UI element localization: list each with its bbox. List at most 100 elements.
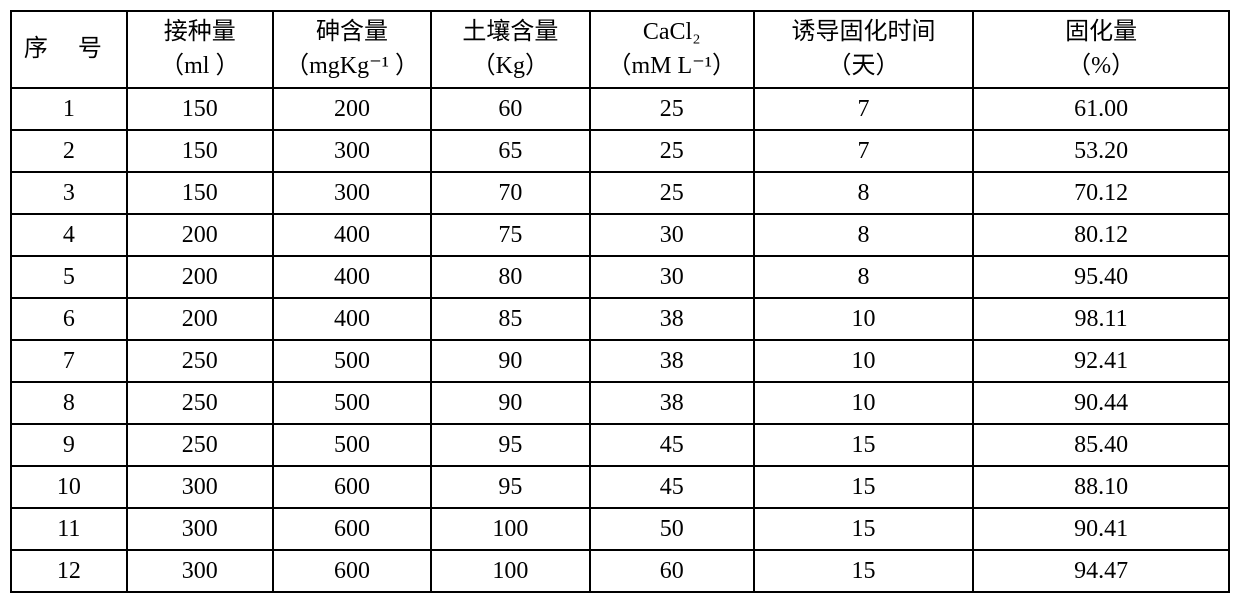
table-cell: 75	[431, 214, 589, 256]
table-cell: 400	[273, 298, 431, 340]
table-cell: 7	[754, 130, 973, 172]
table-cell: 53.20	[973, 130, 1229, 172]
table-row: 21503006525753.20	[11, 130, 1229, 172]
col-header-soil-unit: （Kg）	[434, 50, 586, 84]
table-cell: 12	[11, 550, 127, 592]
table-cell: 80.12	[973, 214, 1229, 256]
table-header-row: 序 号 接种量 （ml ） 砷含量 （mgKg⁻¹ ） 土壤含量 （Kg） Ca…	[11, 11, 1229, 88]
table-cell: 150	[127, 88, 273, 130]
table-cell: 95	[431, 424, 589, 466]
table-cell: 100	[431, 508, 589, 550]
table-cell: 38	[590, 298, 754, 340]
table-cell: 95	[431, 466, 589, 508]
col-header-sequence-label: 序 号	[24, 36, 114, 62]
table-header: 序 号 接种量 （ml ） 砷含量 （mgKg⁻¹ ） 土壤含量 （Kg） Ca…	[11, 11, 1229, 88]
table-cell: 95.40	[973, 256, 1229, 298]
table-row: 11502006025761.00	[11, 88, 1229, 130]
table-cell: 25	[590, 172, 754, 214]
col-header-cacl2: CaCl₂ （mM L⁻¹）	[590, 11, 754, 88]
col-header-inoculation-unit: （ml ）	[130, 50, 270, 84]
table-cell: 15	[754, 550, 973, 592]
table-row: 925050095451585.40	[11, 424, 1229, 466]
table-cell: 250	[127, 340, 273, 382]
table-cell: 90.41	[973, 508, 1229, 550]
table-cell: 500	[273, 382, 431, 424]
table-cell: 61.00	[973, 88, 1229, 130]
table-row: 725050090381092.41	[11, 340, 1229, 382]
col-header-cure-amount: 固化量 （%）	[973, 11, 1229, 88]
table-cell: 85	[431, 298, 589, 340]
table-row: 31503007025870.12	[11, 172, 1229, 214]
table-cell: 15	[754, 466, 973, 508]
table-row: 12300600100601594.47	[11, 550, 1229, 592]
table-cell: 88.10	[973, 466, 1229, 508]
col-header-cure-time-unit: （天）	[757, 50, 970, 84]
table-cell: 500	[273, 340, 431, 382]
table-cell: 150	[127, 130, 273, 172]
table-cell: 250	[127, 424, 273, 466]
table-cell: 3	[11, 172, 127, 214]
col-header-cure-amount-label: 固化量	[976, 16, 1226, 50]
table-cell: 200	[273, 88, 431, 130]
table-cell: 85.40	[973, 424, 1229, 466]
table-cell: 500	[273, 424, 431, 466]
table-cell: 25	[590, 88, 754, 130]
col-header-sequence: 序 号	[11, 11, 127, 88]
table-cell: 300	[273, 130, 431, 172]
table-cell: 8	[754, 214, 973, 256]
table-cell: 45	[590, 424, 754, 466]
col-header-cacl2-unit: （mM L⁻¹）	[593, 50, 751, 84]
table-cell: 2	[11, 130, 127, 172]
table-cell: 80	[431, 256, 589, 298]
table-cell: 38	[590, 340, 754, 382]
col-header-inoculation-label: 接种量	[130, 16, 270, 50]
table-cell: 100	[431, 550, 589, 592]
table-cell: 60	[431, 88, 589, 130]
data-table: 序 号 接种量 （ml ） 砷含量 （mgKg⁻¹ ） 土壤含量 （Kg） Ca…	[10, 10, 1230, 593]
table-cell: 400	[273, 256, 431, 298]
table-cell: 25	[590, 130, 754, 172]
table-cell: 600	[273, 550, 431, 592]
table-cell: 300	[127, 508, 273, 550]
table-cell: 300	[273, 172, 431, 214]
table-cell: 8	[11, 382, 127, 424]
table-cell: 92.41	[973, 340, 1229, 382]
table-cell: 10	[754, 382, 973, 424]
col-header-cure-time: 诱导固化时间 （天）	[754, 11, 973, 88]
table-row: 1030060095451588.10	[11, 466, 1229, 508]
table-cell: 50	[590, 508, 754, 550]
col-header-soil-label: 土壤含量	[434, 16, 586, 50]
table-cell: 400	[273, 214, 431, 256]
table-cell: 90	[431, 340, 589, 382]
table-cell: 30	[590, 214, 754, 256]
table-cell: 1	[11, 88, 127, 130]
table-cell: 7	[754, 88, 973, 130]
table-cell: 5	[11, 256, 127, 298]
table-cell: 9	[11, 424, 127, 466]
col-header-arsenic-unit: （mgKg⁻¹ ）	[276, 50, 428, 84]
table-cell: 4	[11, 214, 127, 256]
table-cell: 98.11	[973, 298, 1229, 340]
table-cell: 200	[127, 256, 273, 298]
table-cell: 11	[11, 508, 127, 550]
table-cell: 600	[273, 508, 431, 550]
table-cell: 70.12	[973, 172, 1229, 214]
table-cell: 250	[127, 382, 273, 424]
table-cell: 200	[127, 214, 273, 256]
table-cell: 65	[431, 130, 589, 172]
table-row: 11300600100501590.41	[11, 508, 1229, 550]
table-cell: 8	[754, 256, 973, 298]
col-header-inoculation: 接种量 （ml ）	[127, 11, 273, 88]
table-cell: 45	[590, 466, 754, 508]
table-cell: 7	[11, 340, 127, 382]
col-header-cure-time-label: 诱导固化时间	[757, 16, 970, 50]
table-cell: 10	[754, 340, 973, 382]
table-row: 42004007530880.12	[11, 214, 1229, 256]
table-cell: 15	[754, 424, 973, 466]
table-cell: 30	[590, 256, 754, 298]
table-cell: 90.44	[973, 382, 1229, 424]
col-header-cure-amount-unit: （%）	[976, 50, 1226, 84]
col-header-arsenic: 砷含量 （mgKg⁻¹ ）	[273, 11, 431, 88]
table-cell: 10	[754, 298, 973, 340]
table-row: 52004008030895.40	[11, 256, 1229, 298]
